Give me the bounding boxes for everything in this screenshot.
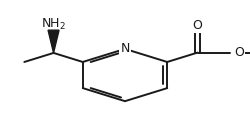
- Text: O: O: [234, 46, 244, 59]
- Text: NH$_2$: NH$_2$: [41, 17, 66, 32]
- Text: O: O: [192, 19, 202, 32]
- Polygon shape: [48, 30, 59, 53]
- Text: N: N: [120, 42, 130, 55]
